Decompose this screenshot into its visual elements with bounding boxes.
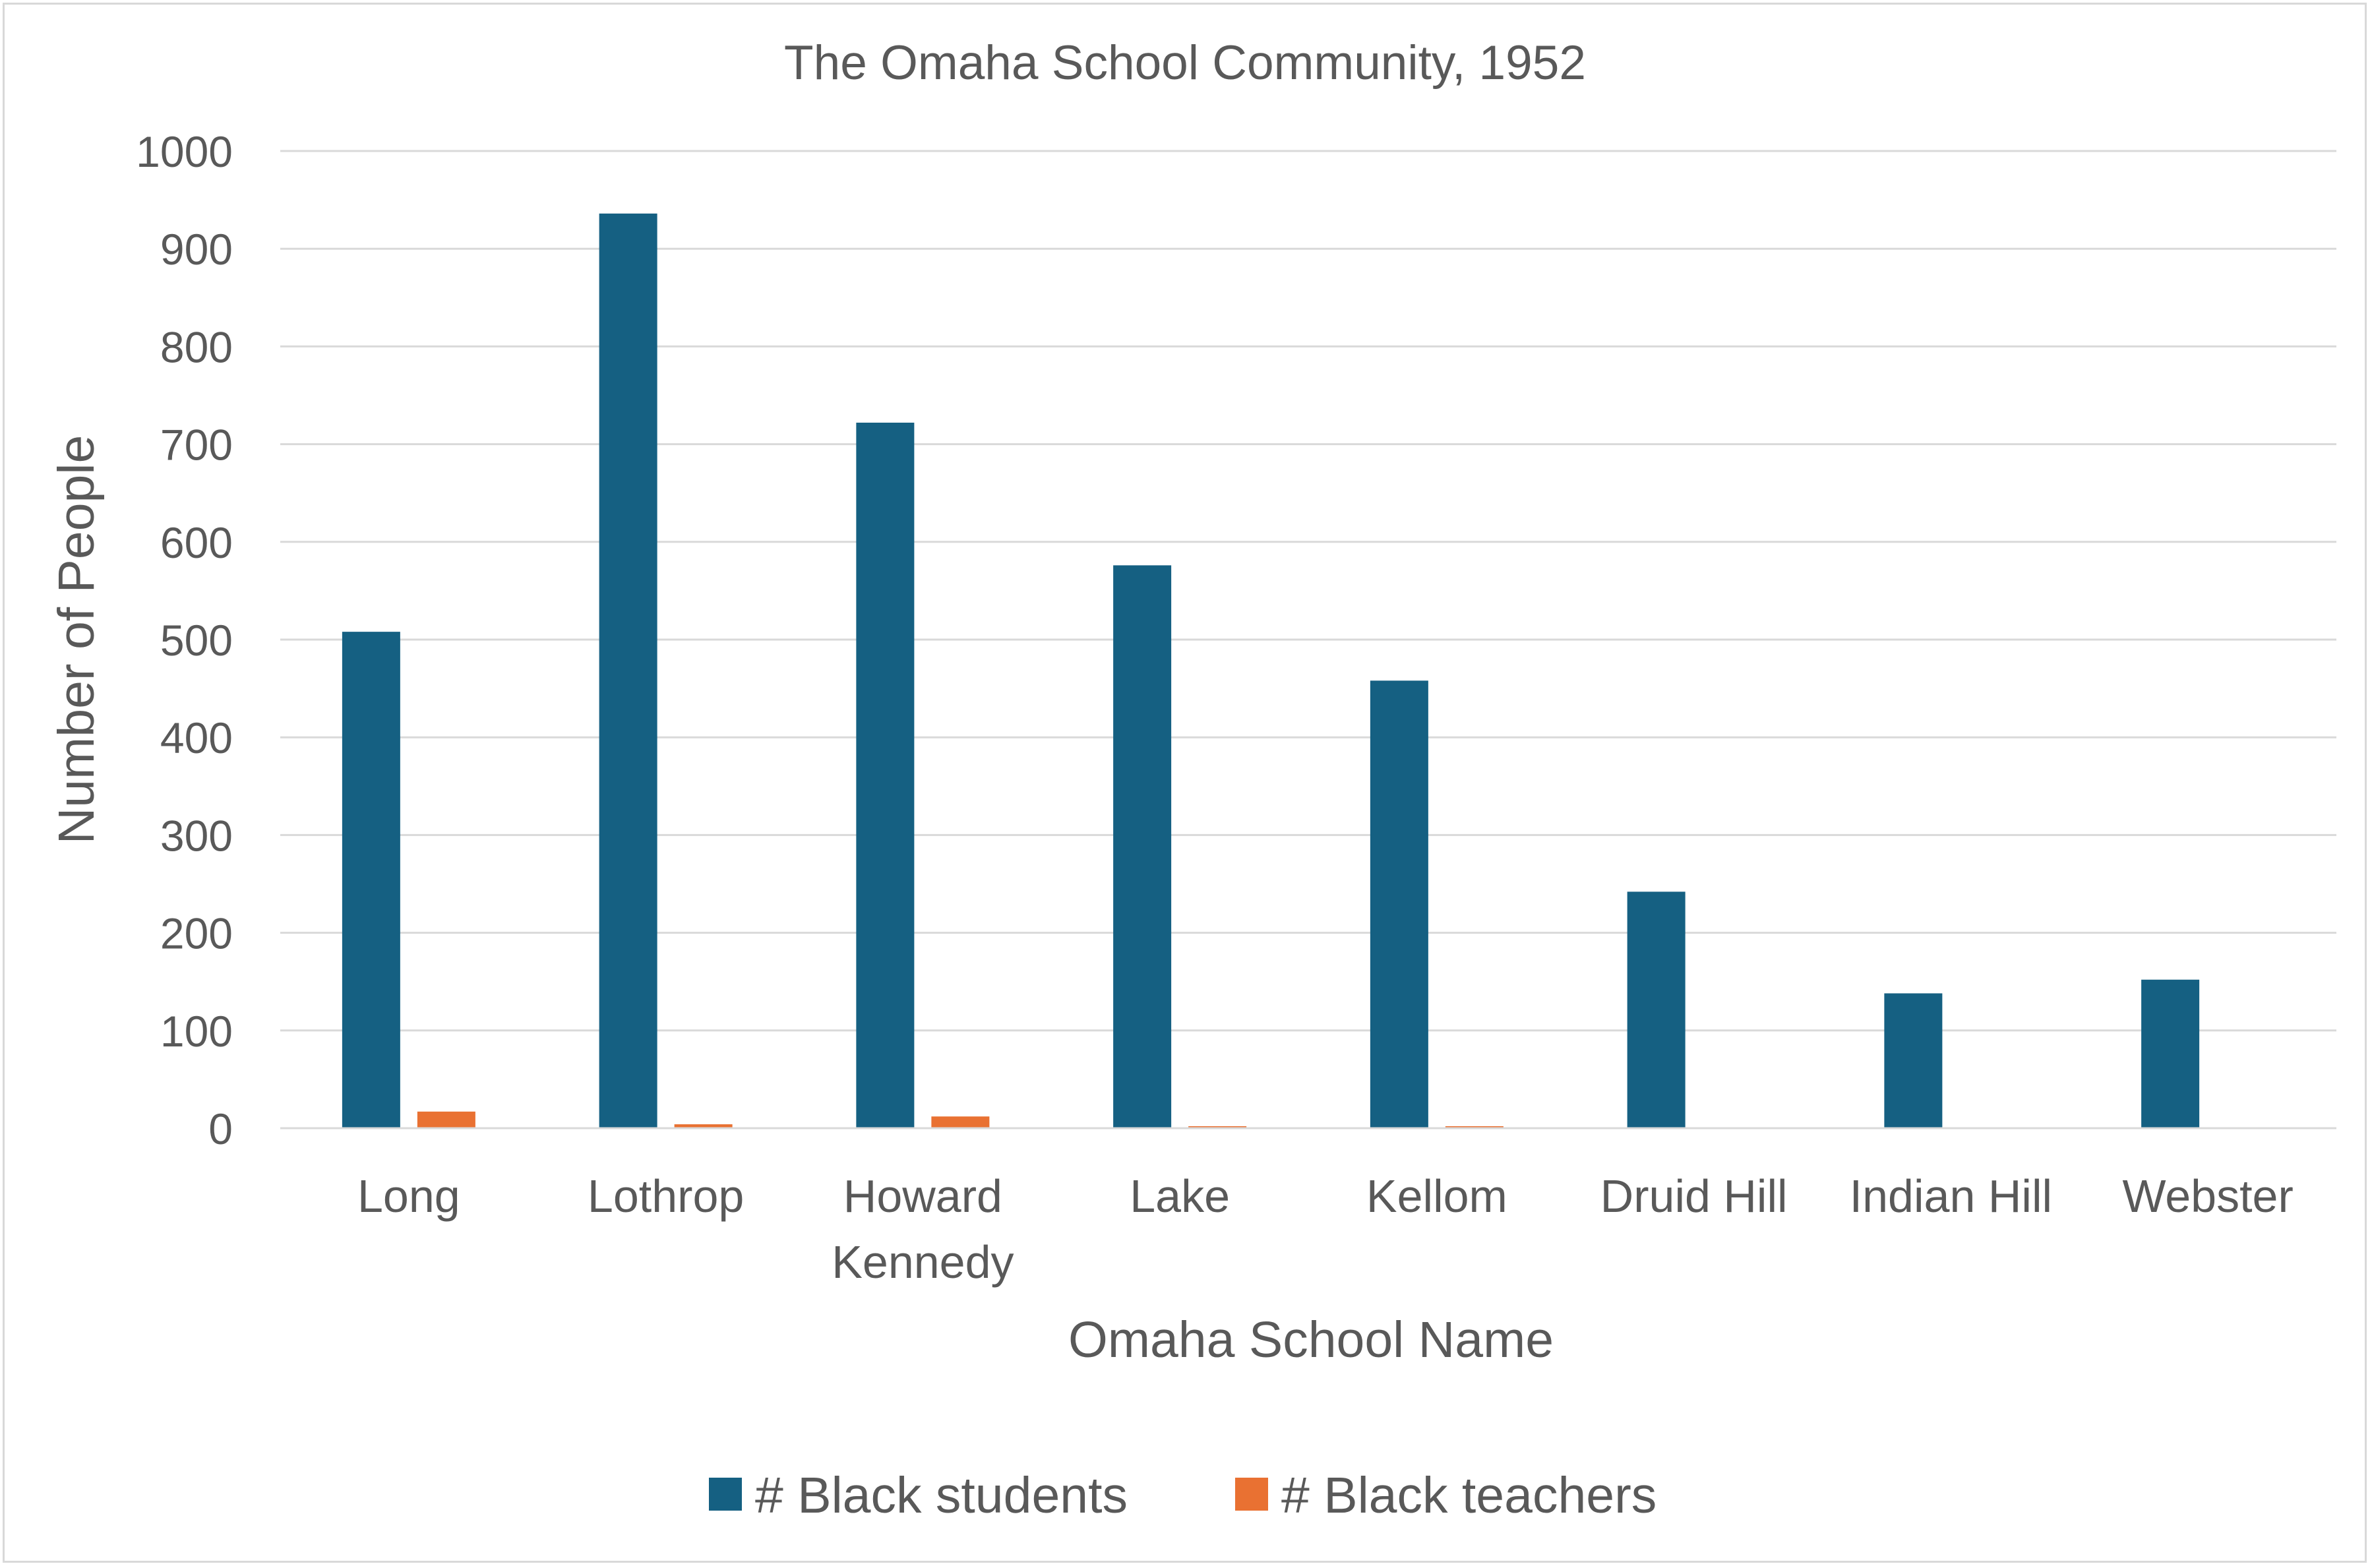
x-category-label: Indian Hill bbox=[1850, 1170, 2052, 1222]
bar-teachers bbox=[674, 1124, 733, 1128]
y-tick-label: 800 bbox=[160, 322, 233, 371]
legend-label: # Black students bbox=[755, 1467, 1128, 1524]
x-category-label: Long bbox=[357, 1170, 460, 1222]
bar-teachers bbox=[417, 1111, 475, 1128]
bars bbox=[342, 213, 2200, 1128]
x-axis-title: Omaha School Name bbox=[1068, 1312, 1554, 1368]
x-category-label: Kennedy bbox=[832, 1236, 1014, 1288]
legend-swatch bbox=[1235, 1478, 1268, 1511]
y-axis-title: Number of People bbox=[48, 435, 105, 845]
y-tick-label: 900 bbox=[160, 225, 233, 274]
bar-students bbox=[599, 213, 657, 1128]
bar-students bbox=[1113, 565, 1172, 1128]
bar-students bbox=[1884, 993, 1943, 1128]
bar-students bbox=[1627, 891, 1686, 1128]
legend-label: # Black teachers bbox=[1281, 1467, 1657, 1524]
y-tick-label: 0 bbox=[208, 1104, 233, 1153]
x-category-label: Druid Hill bbox=[1600, 1170, 1788, 1222]
x-category-label: Lake bbox=[1130, 1170, 1230, 1222]
bar-students bbox=[1370, 680, 1428, 1128]
y-tick-label: 1000 bbox=[136, 127, 233, 176]
x-category-label: Webster bbox=[2122, 1170, 2293, 1222]
gridlines bbox=[280, 150, 2336, 1032]
bar-students bbox=[342, 632, 400, 1128]
y-axis-tick-labels: 0 100 200 300 400 500 600 700 800 900 1000 bbox=[136, 127, 233, 1153]
y-tick-label: 500 bbox=[160, 616, 233, 665]
y-tick-label: 700 bbox=[160, 421, 233, 469]
x-category-label: Kellom bbox=[1366, 1170, 1507, 1222]
y-tick-label: 100 bbox=[160, 1007, 233, 1056]
chart-title: The Omaha School Community, 1952 bbox=[784, 36, 1586, 90]
y-tick-label: 200 bbox=[160, 909, 233, 958]
x-axis-category-labels: Long Lothrop Howard Kennedy Lake Kellom Druid … bbox=[357, 1170, 2294, 1288]
bar-students bbox=[856, 422, 915, 1128]
y-tick-label: 300 bbox=[160, 811, 233, 860]
bar-students bbox=[2141, 979, 2200, 1128]
y-tick-label: 600 bbox=[160, 518, 233, 567]
bar-teachers bbox=[931, 1116, 990, 1128]
y-tick-label: 400 bbox=[160, 713, 233, 762]
x-category-label: Howard bbox=[843, 1170, 1002, 1222]
legend-swatch bbox=[709, 1478, 742, 1511]
legend: # Black students # Black teachers bbox=[709, 1467, 1657, 1524]
x-category-label: Lothrop bbox=[588, 1170, 744, 1222]
